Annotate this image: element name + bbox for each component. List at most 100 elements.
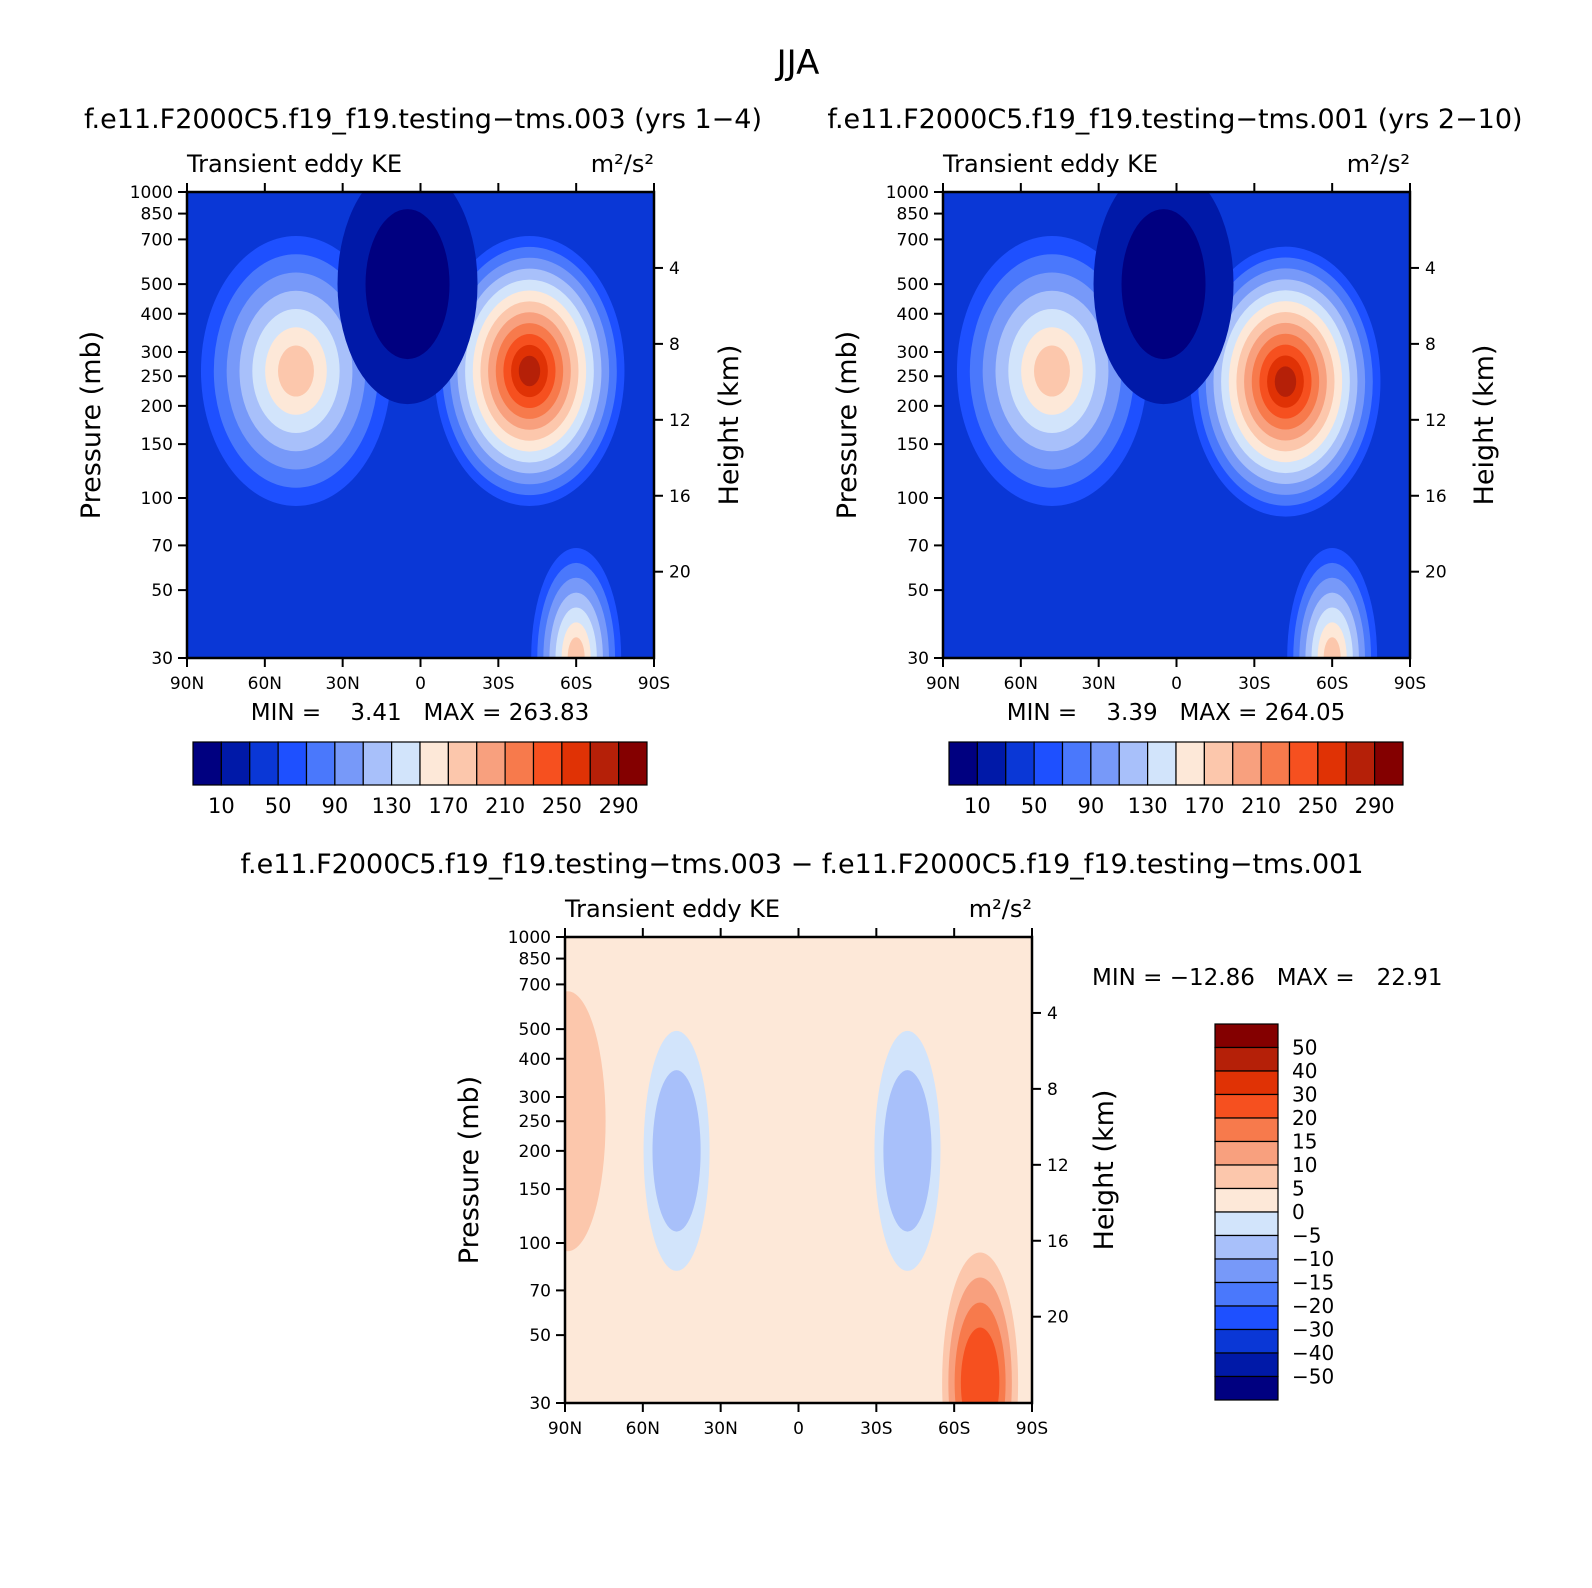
colorbar-swatch [1214,1234,1279,1260]
colorbar-swatch [192,741,222,786]
colorbar-label: 10 [964,794,991,818]
x-tick-label: 60S [938,1419,970,1439]
colorbar-swatch [504,741,535,786]
y-tick-label: 700 [897,230,929,250]
y-tick-label: 70 [151,536,173,556]
contour-fill [1121,209,1206,360]
colorbar-swatch [1214,1117,1279,1143]
x-tick-label: 0 [415,674,426,694]
y-right-tick-label: 4 [1047,1004,1058,1024]
colorbar-label: 50 [265,794,292,818]
colorbar-swatch [249,741,279,786]
colorbar-swatch [1214,1305,1279,1331]
panel-case2-left-string: Transient eddy KE [942,150,1158,178]
panel-case1-units: m²/s² [591,150,654,178]
y-tick-label: 850 [141,205,173,225]
colorbar-label: 130 [372,794,412,818]
colorbar-swatch [1214,1211,1279,1237]
colorbar-swatch [976,741,1007,786]
y-right-tick-label: 8 [669,335,680,355]
x-tick-label: 60N [248,674,282,694]
colorbar-swatch [1033,741,1064,786]
panel-case1-colorbar: 10 50 90 130 170 210 250 290 [192,741,648,818]
x-tick-label: 60S [560,674,592,694]
y-tick-label: 200 [141,397,173,417]
panel-difference-units: m²/s² [969,895,1032,923]
colorbar-label: 50 [1021,794,1048,818]
colorbar-label: 40 [1292,1059,1317,1083]
colorbar-label: 170 [428,794,468,818]
colorbar-swatch [220,741,251,786]
colorbar-swatch [1090,741,1120,786]
colorbar-swatch [1232,741,1262,786]
panel-difference-stats: MIN = −12.86 MAX = 22.91 [1092,965,1442,991]
panel-case2-colorbar: 10 50 90 130 170 210 250 290 [948,741,1404,818]
colorbar-label: 90 [1078,794,1105,818]
colorbar-label: 50 [1292,1036,1317,1060]
colorbar-swatch [1214,1281,1279,1307]
colorbar-swatch [1288,741,1319,786]
panel-case2-ylabel: Pressure (mb) [832,331,863,519]
y-tick-label: 150 [141,435,173,455]
y-tick-label: 850 [897,205,929,225]
contour-fill [1033,345,1070,397]
contour-fill [960,1327,1000,1403]
colorbar-swatch [1214,1375,1279,1401]
colorbar-swatch [1061,741,1092,786]
colorbar-swatch [334,741,364,786]
panel-difference-ylabel: Pressure (mb) [454,1076,485,1264]
y-tick-label: 400 [519,1050,551,1070]
y-tick-label: 50 [907,581,929,601]
colorbar-swatch [532,741,563,786]
colorbar-swatch [1214,1352,1279,1378]
panel-case1-stats: MIN = 3.41 MAX = 263.83 [251,700,590,726]
y-tick-label: 500 [141,275,173,295]
y-right-tick-label: 12 [1425,411,1447,431]
colorbar-swatch [1118,741,1149,786]
y-tick-label: 200 [519,1142,551,1162]
y-tick-label: 1000 [130,183,173,203]
panel-difference: f.e11.F2000C5.f19_f19.testing−tms.003 − … [240,849,1442,1439]
y-right-tick-label: 16 [669,487,691,507]
panel-case1-ylabel-right: Height (km) [714,345,745,506]
y-tick-label: 250 [141,367,173,387]
contour-fill [565,991,606,1252]
x-tick-label: 90S [1016,1419,1048,1439]
contour-fill [277,345,314,397]
colorbar-swatch [305,741,336,786]
y-tick-label: 250 [519,1112,551,1132]
panel-case2-field [943,192,1410,658]
x-tick-label: 90N [926,674,960,694]
x-tick-label: 30S [1238,674,1270,694]
y-tick-label: 1000 [508,928,551,948]
colorbar-swatch [1147,741,1177,786]
y-tick-label: 700 [519,975,551,995]
contour-fill [365,209,450,360]
colorbar-swatch [1214,1023,1279,1049]
y-right-tick-label: 4 [669,259,680,279]
x-tick-label: 0 [793,1419,804,1439]
x-tick-label: 60S [1316,674,1348,694]
panel-case1-left-string: Transient eddy KE [186,150,402,178]
panel-case1: f.e11.F2000C5.f19_f19.testing−tms.003 (y… [76,104,762,818]
y-tick-label: 50 [529,1326,551,1346]
panel-difference-title: f.e11.F2000C5.f19_f19.testing−tms.003 − … [240,849,1363,880]
colorbar-swatch [1214,1258,1279,1284]
colorbar-swatch [447,741,478,786]
y-right-tick-label: 16 [1425,487,1447,507]
y-tick-label: 850 [519,950,551,970]
y-right-tick-label: 20 [1047,1308,1069,1328]
colorbar-label: −10 [1292,1247,1334,1271]
y-tick-label: 100 [897,489,929,509]
colorbar-label: 5 [1292,1177,1305,1201]
colorbar-swatch [1260,741,1291,786]
y-tick-label: 300 [141,343,173,363]
y-right-tick-label: 20 [1425,563,1447,583]
x-tick-label: 90S [1394,674,1426,694]
colorbar-swatch [419,741,449,786]
figure-title: JJA [775,43,820,83]
colorbar-swatch [1203,741,1234,786]
y-right-tick-label: 4 [1425,259,1436,279]
y-right-tick-label: 8 [1425,335,1436,355]
